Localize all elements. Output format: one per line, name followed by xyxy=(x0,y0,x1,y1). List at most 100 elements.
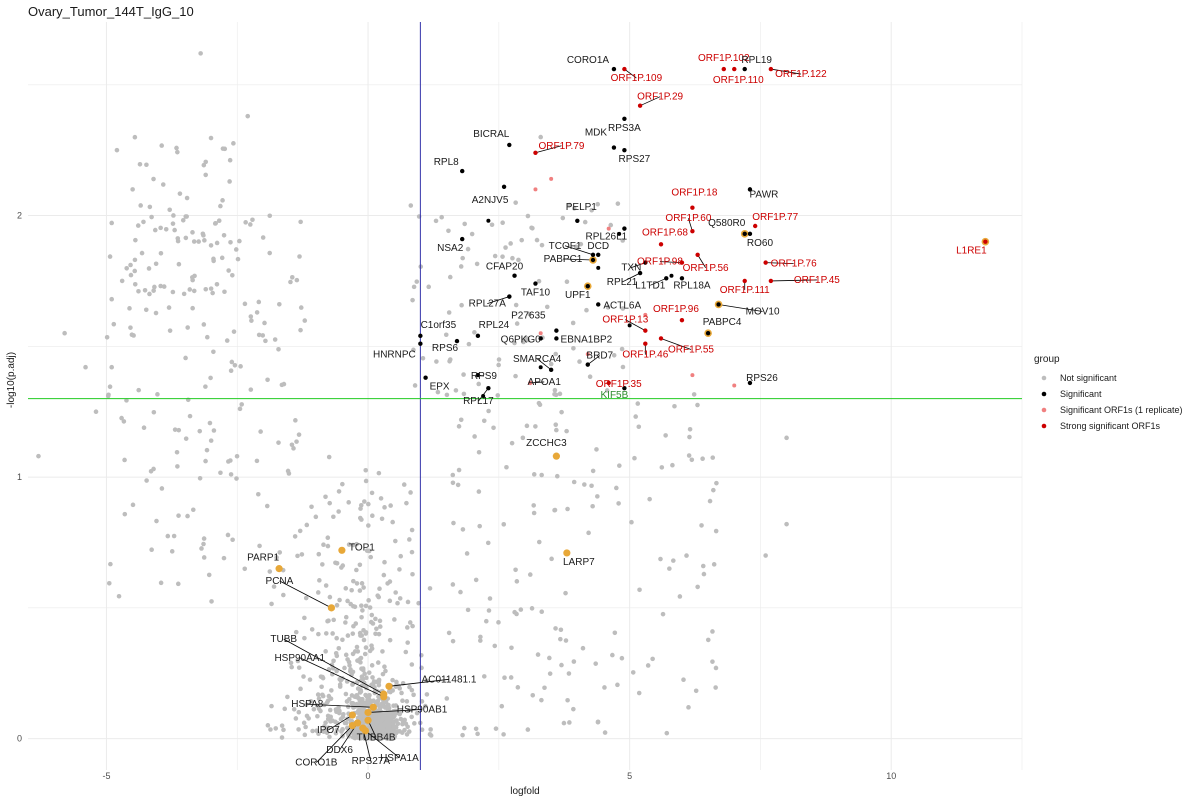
not-significant-point xyxy=(298,305,304,310)
not-significant-point xyxy=(291,446,296,451)
labeled-point xyxy=(679,260,685,265)
point-label: C1orf35 xyxy=(421,320,457,331)
not-significant-point xyxy=(187,287,193,292)
not-significant-point xyxy=(276,440,281,445)
label-leader xyxy=(487,296,510,304)
not-significant-point xyxy=(325,618,330,624)
not-significant-point xyxy=(700,563,706,569)
point-label: ORF1P.55 xyxy=(668,344,714,355)
not-significant-point xyxy=(373,711,378,717)
not-significant-point xyxy=(409,527,415,533)
not-significant-point xyxy=(345,704,351,710)
point-label: L1TD1 xyxy=(635,280,665,291)
not-significant-point xyxy=(359,614,364,620)
not-significant-point xyxy=(629,519,634,525)
not-significant-point xyxy=(184,195,190,201)
not-significant-point xyxy=(407,537,412,542)
labeled-point xyxy=(380,693,388,701)
labeled-point xyxy=(590,257,596,263)
not-significant-point xyxy=(328,719,333,724)
orf1-one-replicate-point xyxy=(549,176,554,181)
not-significant-point xyxy=(450,472,456,478)
point-label: TUBB xyxy=(270,634,297,645)
not-significant-point xyxy=(295,658,301,664)
labeled-point xyxy=(460,168,465,174)
point-label: RPL24 xyxy=(479,320,510,331)
reference-lines xyxy=(28,22,1022,770)
not-significant-point xyxy=(566,671,572,676)
not-significant-point xyxy=(366,670,372,675)
not-significant-point xyxy=(450,480,456,486)
not-significant-point xyxy=(130,187,135,192)
significant-point xyxy=(538,365,543,370)
not-significant-point xyxy=(687,434,692,440)
not-significant-point xyxy=(269,601,274,607)
not-significant-point xyxy=(376,682,382,688)
not-significant-point xyxy=(130,502,136,508)
not-significant-point xyxy=(310,728,315,734)
labeled-point xyxy=(533,150,538,155)
not-significant-point xyxy=(478,638,483,643)
point-label: EPX xyxy=(430,382,450,393)
not-significant-point xyxy=(191,239,197,244)
not-significant-point xyxy=(279,723,285,728)
not-significant-point xyxy=(131,333,136,338)
point-label: A2NJV5 xyxy=(472,195,509,206)
not-significant-point xyxy=(619,655,625,661)
label-leader xyxy=(621,272,641,283)
not-significant-point xyxy=(567,202,572,208)
not-significant-point xyxy=(106,392,111,398)
not-significant-point xyxy=(171,213,176,218)
not-significant-point xyxy=(189,275,195,280)
not-significant-point xyxy=(301,720,307,726)
not-significant-point xyxy=(375,660,381,665)
not-significant-point xyxy=(424,692,430,697)
not-significant-point xyxy=(539,242,545,248)
not-significant-point xyxy=(122,511,128,517)
not-significant-point xyxy=(376,594,382,600)
not-significant-point xyxy=(473,726,479,732)
not-significant-point xyxy=(439,214,445,220)
point-label: ORF1P.122 xyxy=(775,69,827,80)
not-significant-point xyxy=(495,393,501,398)
not-significant-point xyxy=(190,305,195,311)
not-significant-point xyxy=(595,719,601,725)
not-significant-point xyxy=(486,408,491,414)
not-significant-point xyxy=(365,697,370,702)
not-significant-point xyxy=(231,329,237,334)
not-significant-point xyxy=(281,727,286,733)
point-label: IPO7 xyxy=(317,725,340,736)
not-significant-point xyxy=(710,455,716,460)
not-significant-point xyxy=(473,577,479,583)
not-significant-point xyxy=(513,567,518,573)
not-significant-point xyxy=(615,201,621,206)
not-significant-point xyxy=(379,717,385,723)
not-significant-point xyxy=(334,668,339,674)
labeled-point xyxy=(622,385,627,391)
labeled-point xyxy=(611,145,617,150)
not-significant-point xyxy=(472,330,477,335)
not-significant-point xyxy=(340,714,346,720)
not-significant-point xyxy=(226,268,231,273)
not-significant-point xyxy=(617,463,622,468)
not-significant-point xyxy=(143,307,149,313)
labeled-point xyxy=(768,278,774,284)
legend-key xyxy=(1041,407,1047,413)
not-significant-point xyxy=(390,519,395,525)
not-significant-point xyxy=(397,710,403,716)
not-significant-point xyxy=(477,523,482,529)
not-significant-point xyxy=(529,225,534,231)
labeled-point xyxy=(460,236,465,242)
not-significant-point xyxy=(573,244,579,250)
not-significant-point xyxy=(323,649,328,654)
not-significant-point xyxy=(354,644,360,650)
not-significant-point xyxy=(461,372,466,377)
not-significant-point xyxy=(228,239,233,245)
not-significant-point xyxy=(174,145,179,151)
not-significant-point xyxy=(548,361,554,367)
not-significant-point xyxy=(234,476,239,481)
not-significant-point xyxy=(227,179,232,184)
labeled-point xyxy=(596,252,601,257)
not-significant-point xyxy=(394,679,399,685)
labeled-point xyxy=(348,721,356,730)
